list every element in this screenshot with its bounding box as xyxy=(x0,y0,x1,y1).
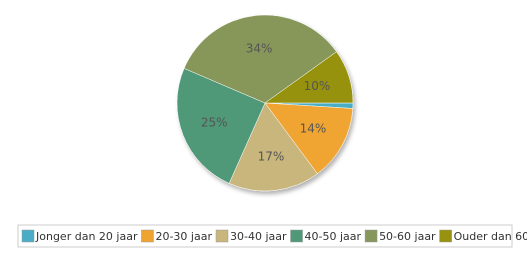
pie-slice xyxy=(176,68,266,184)
pie-slice xyxy=(264,51,354,104)
legend-label: 40-50 jaar xyxy=(305,230,362,243)
slice-label: 17% xyxy=(258,150,285,164)
legend-label: 50-60 jaar xyxy=(379,230,436,243)
legend-swatch xyxy=(439,229,452,243)
pie-slice xyxy=(264,102,354,175)
legend-swatch xyxy=(215,229,229,243)
legend-swatch xyxy=(364,229,378,243)
legend-swatch xyxy=(141,229,154,243)
legend-label: Jonger dan 20 jaar xyxy=(35,230,138,243)
pie-slice xyxy=(183,14,337,104)
legend-swatch xyxy=(290,229,303,243)
legend-swatch xyxy=(21,229,35,243)
slice-label: 25% xyxy=(201,115,228,129)
slice-label: 10% xyxy=(304,79,331,93)
pie xyxy=(176,14,354,192)
slice-label: 34% xyxy=(246,41,273,55)
legend-label: 30-40 jaar xyxy=(230,230,287,243)
legend-label: 20-30 jaar xyxy=(155,230,212,243)
slice-label: 14% xyxy=(300,122,327,136)
pie-slice xyxy=(228,102,318,192)
legend-label: Ouder dan 60 jaar xyxy=(454,230,527,243)
